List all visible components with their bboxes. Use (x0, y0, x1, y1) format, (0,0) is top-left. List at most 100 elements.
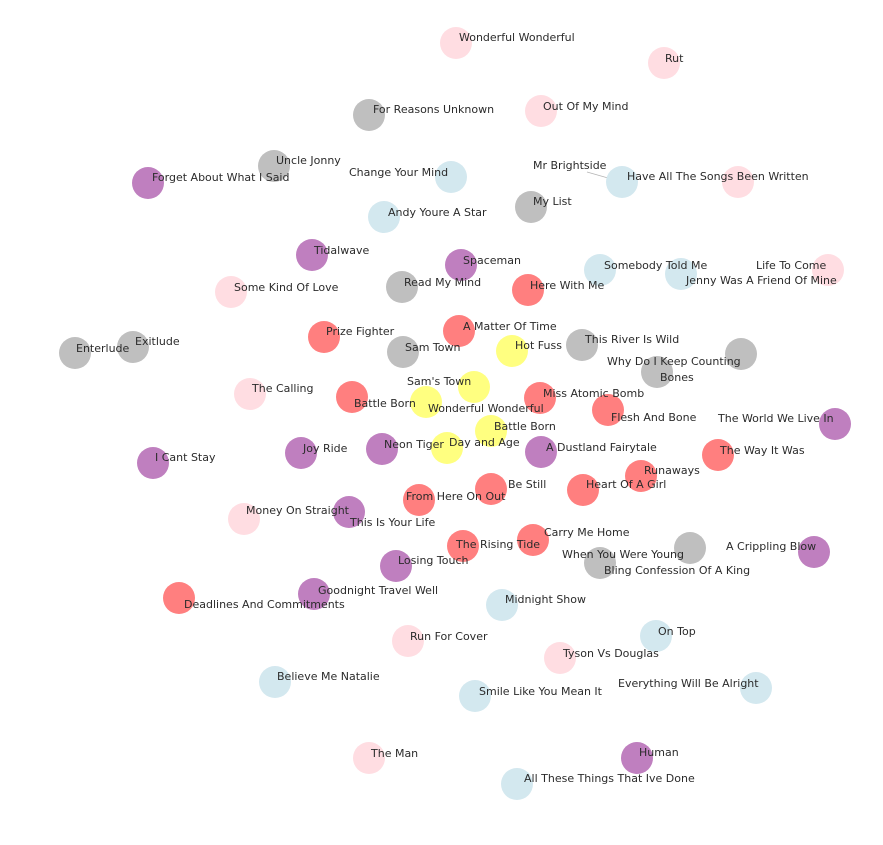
node-have-all-the-songs[interactable] (722, 166, 754, 198)
node-label-runaways: Runaways (644, 464, 700, 477)
node-change-your-mind[interactable] (435, 161, 467, 193)
node-label-tyson-vs-douglas: Tyson Vs Douglas (562, 647, 659, 660)
node-label-when-you-were-young: When You Were Young (562, 548, 684, 561)
node-label-tidalwave: Tidalwave (313, 244, 369, 257)
node-here-with-me[interactable] (512, 274, 544, 306)
node-label-midnight-show: Midnight Show (505, 593, 586, 606)
node-uncle-jonny[interactable] (258, 150, 290, 182)
node-label-day-and-age: Day and Age (449, 436, 520, 449)
node-a-dustland-fairytale[interactable] (525, 436, 557, 468)
node-losing-touch[interactable] (380, 550, 412, 582)
node-enterlude[interactable] (59, 337, 91, 369)
node-label-a-dustland-fairytale: A Dustland Fairytale (546, 441, 657, 454)
node-a-matter-of-time[interactable] (443, 315, 475, 347)
node-jenny-was-a-friend[interactable] (665, 258, 697, 290)
node-some-kind-of-love[interactable] (215, 276, 247, 308)
node-label-battle-born-red: Battle Born (354, 397, 416, 410)
node-label-exitlude: Exitlude (135, 335, 180, 348)
node-label-smile-like-you-mean-it: Smile Like You Mean It (479, 685, 603, 698)
node-label-the-man: The Man (370, 747, 418, 760)
node-the-calling[interactable] (234, 378, 266, 410)
node-label-human: Human (639, 746, 679, 759)
node-money-on-straight[interactable] (228, 503, 260, 535)
node-label-run-for-cover: Run For Cover (410, 630, 488, 643)
node-tyson-vs-douglas[interactable] (544, 642, 576, 674)
node-day-and-age[interactable] (431, 432, 463, 464)
node-the-way-it-was[interactable] (702, 439, 734, 471)
node-label-a-crippling-blow: A Crippling Blow (726, 540, 816, 553)
node-mr-brightside[interactable] (606, 166, 638, 198)
node-label-this-is-your-life: This Is Your Life (349, 516, 435, 529)
node-carry-me-home[interactable] (517, 524, 549, 556)
node-neon-tiger[interactable] (366, 433, 398, 465)
node-wonderful-wonderful-album[interactable] (410, 386, 442, 418)
node-exitlude[interactable] (117, 331, 149, 363)
node-all-these-things[interactable] (501, 768, 533, 800)
node-life-to-come[interactable] (812, 254, 844, 286)
node-layer: Wonderful Wonderful Rut For Reasons Unknow… (59, 27, 851, 800)
node-label-forget-about-what-i-said: Forget About What I Said (152, 171, 289, 184)
node-human[interactable] (621, 742, 653, 774)
node-label-bling-confession: Bling Confession Of A King (604, 564, 750, 577)
node-flesh-and-bone[interactable] (592, 394, 624, 426)
node-read-my-mind[interactable] (386, 271, 418, 303)
node-from-here-on-out[interactable] (403, 484, 435, 516)
node-label-sams-town: Sam's Town (407, 375, 471, 388)
node-sams-town[interactable] (458, 371, 490, 403)
node-bling-confession[interactable] (584, 547, 616, 579)
node-label-from-here-on-out: From Here On Out (406, 490, 506, 503)
node-label-have-all-the-songs: Have All The Songs Been Written (627, 170, 809, 183)
node-label-the-way-it-was: The Way It Was (719, 444, 805, 457)
node-a-crippling-blow[interactable] (798, 536, 830, 568)
node-label-flesh-and-bone: Flesh And Bone (611, 411, 697, 424)
node-heart-of-a-girl[interactable] (567, 474, 599, 506)
node-this-is-your-life[interactable] (333, 496, 365, 528)
node-label-rut: Rut (665, 52, 684, 65)
node-battle-born-album[interactable] (475, 415, 507, 447)
node-label-all-these-things: All These Things That Ive Done (524, 772, 695, 785)
node-joy-ride[interactable] (285, 437, 317, 469)
node-the-man[interactable] (353, 742, 385, 774)
node-andy-youre-a-star[interactable] (368, 201, 400, 233)
node-battle-born-red[interactable] (336, 381, 368, 413)
node-tidalwave[interactable] (296, 239, 328, 271)
node-goodnight-travel-well[interactable] (298, 578, 330, 610)
node-rut[interactable] (648, 47, 680, 79)
node-prize-fighter[interactable] (308, 321, 340, 353)
node-when-you-were-young[interactable] (674, 532, 706, 564)
node-bones[interactable] (641, 356, 673, 388)
node-my-list[interactable] (515, 191, 547, 223)
node-sam-town[interactable] (387, 336, 419, 368)
node-the-world-we-live-in[interactable] (819, 408, 851, 440)
node-the-rising-tide[interactable] (447, 530, 479, 562)
node-forget-about-what-i-said[interactable] (132, 167, 164, 199)
node-why-do-i-keep-counting[interactable] (725, 338, 757, 370)
node-deadlines-and-commitments[interactable] (163, 582, 195, 614)
node-this-river-is-wild[interactable] (566, 329, 598, 361)
node-somebody-told-me[interactable] (584, 254, 616, 286)
node-label-goodnight-travel-well: Goodnight Travel Well (318, 584, 438, 597)
node-label-spaceman: Spaceman (463, 254, 521, 267)
node-label-wonderful-wonderful-album: Wonderful Wonderful (428, 402, 544, 415)
node-runaways[interactable] (625, 460, 657, 492)
node-run-for-cover[interactable] (392, 625, 424, 657)
node-for-reasons-unknown[interactable] (353, 99, 385, 131)
node-midnight-show[interactable] (486, 589, 518, 621)
node-wonderful-wonderful-top[interactable] (440, 27, 472, 59)
node-label-the-world-we-live-in: The World We Live In (717, 412, 834, 425)
node-label-neon-tiger: Neon Tiger (384, 438, 444, 451)
node-miss-atomic-bomb[interactable] (524, 382, 556, 414)
node-on-top[interactable] (640, 620, 672, 652)
node-label-some-kind-of-love: Some Kind Of Love (234, 281, 339, 294)
node-i-cant-stay[interactable] (137, 447, 169, 479)
node-everything-will-be-alright[interactable] (740, 672, 772, 704)
node-be-still[interactable] (475, 473, 507, 505)
node-out-of-my-mind[interactable] (525, 95, 557, 127)
node-label-the-calling: The Calling (251, 382, 314, 395)
node-spaceman[interactable] (445, 249, 477, 281)
node-smile-like-you-mean-it[interactable] (459, 680, 491, 712)
node-label-jenny-was-a-friend: Jenny Was A Friend Of Mine (685, 274, 837, 287)
node-hot-fuss[interactable] (496, 335, 528, 367)
node-believe-me-natalie[interactable] (259, 666, 291, 698)
